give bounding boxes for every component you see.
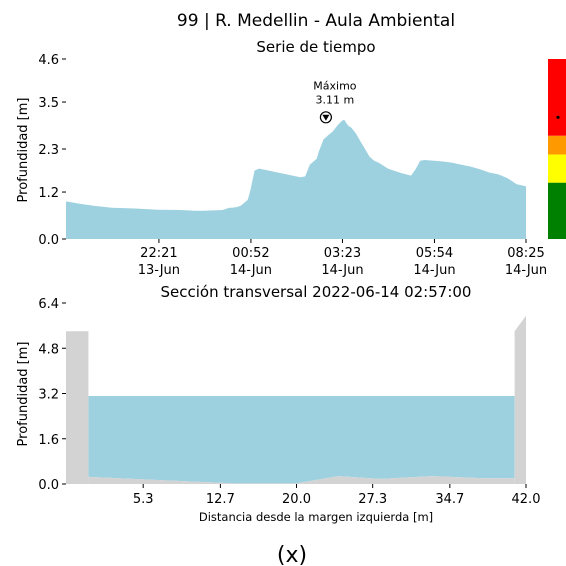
cross-section-y-axis: 0.0 1.6 3.2 4.8 6.4 [38, 297, 66, 493]
level-band-yellow [548, 154, 566, 183]
x-tick-date: 14-Jun [505, 263, 547, 278]
time-series-ylabel: Profundidad [m] [16, 98, 31, 203]
cross-section-ylabel: Profundidad [m] [16, 342, 31, 447]
time-series-title: Serie de tiempo [256, 38, 375, 56]
x-tick-time: 22:21 [140, 246, 177, 261]
water-area [88, 396, 515, 484]
x-tick-time: 00:52 [232, 246, 269, 261]
max-annotation: Máximo 3.11 m [313, 79, 357, 124]
max-marker-circle [319, 111, 332, 124]
figure-title: 99 | R. Medellin - Aula Ambiental [177, 11, 455, 31]
x-tick-date: 14-Jun [321, 263, 363, 278]
time-series-chart: Serie de tiempo Profundidad [m] 0.0 1.2 2.… [16, 38, 566, 278]
right-bank [514, 315, 526, 484]
x-tick-label: 5.3 [133, 492, 154, 507]
y-tick-label: 1.2 [38, 186, 59, 201]
x-tick-time: 08:25 [507, 246, 544, 261]
x-tick-date: 14-Jun [413, 263, 455, 278]
max-annotation-label: Máximo [313, 79, 357, 92]
x-tick-label: 27.3 [358, 492, 387, 507]
cross-section-xlabel: Distancia desde la margen izquierda [m] [199, 510, 433, 524]
level-scale [548, 59, 566, 239]
y-tick-label: 3.5 [38, 96, 59, 111]
y-tick-label: 0.0 [38, 233, 59, 248]
x-tick-date: 14-Jun [230, 263, 272, 278]
level-band-orange [548, 135, 566, 155]
x-tick-label: 42.0 [512, 492, 541, 507]
x-tick-date: 13-Jun [138, 263, 180, 278]
cross-section-chart: Sección transversal 2022-06-14 02:57:00 … [16, 283, 540, 524]
x-tick-time: 03:23 [324, 246, 361, 261]
cross-section-title: Sección transversal 2022-06-14 02:57:00 [161, 283, 472, 301]
x-tick-label: 34.7 [435, 492, 464, 507]
x-tick-time: 05:54 [416, 246, 453, 261]
y-tick-label: 1.6 [38, 433, 59, 448]
x-tick-label: 12.7 [206, 492, 235, 507]
y-tick-label: 2.3 [38, 143, 59, 158]
y-tick-label: 0.0 [38, 478, 59, 493]
y-tick-label: 6.4 [38, 297, 59, 312]
max-marker-triangle [322, 114, 330, 121]
level-marker [556, 115, 560, 119]
time-series-area [66, 119, 526, 239]
x-tick-label: 20.0 [282, 492, 311, 507]
level-band-red [548, 59, 566, 136]
time-series-x-axis: 22:21 13-Jun 00:52 14-Jun 03:23 14-Jun 05:54 14… [138, 239, 547, 278]
y-tick-label: 4.8 [38, 342, 59, 357]
river-bed [88, 476, 515, 484]
max-annotation-value: 3.11 m [316, 93, 355, 106]
figure-caption: (x) [277, 543, 307, 566]
y-tick-label: 3.2 [38, 388, 59, 403]
time-series-y-axis: 0.0 1.2 2.3 3.5 4.6 [38, 53, 66, 248]
left-bank [66, 331, 89, 484]
y-tick-label: 4.6 [38, 53, 59, 68]
level-band-green [548, 182, 566, 239]
cross-section-x-axis: 5.3 12.7 20.0 27.3 34.7 42.0 [133, 484, 541, 507]
